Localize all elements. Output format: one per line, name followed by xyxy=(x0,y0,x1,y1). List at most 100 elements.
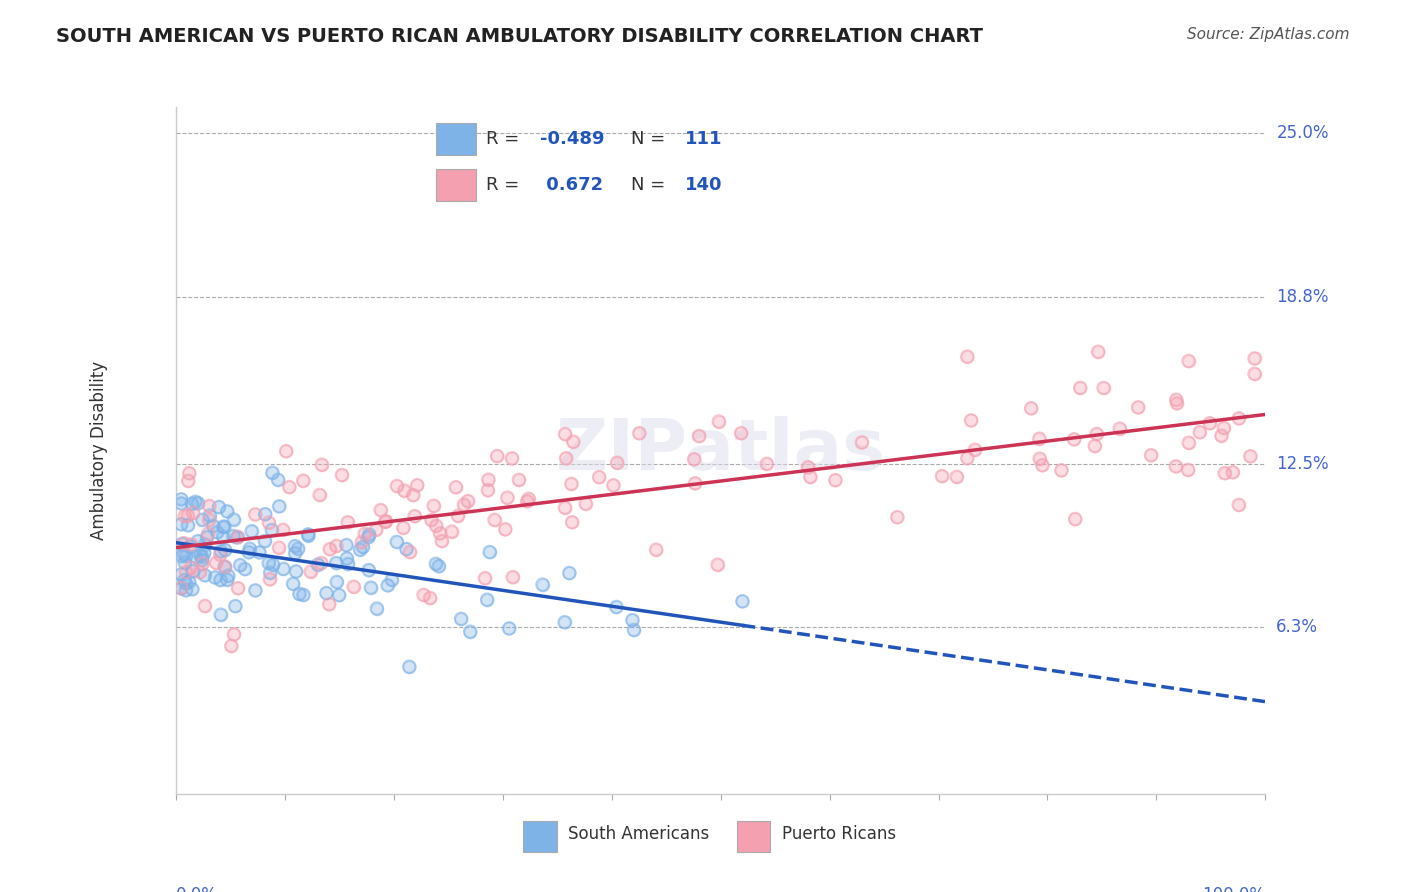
Point xyxy=(508,473,530,487)
Point xyxy=(478,545,501,559)
Point xyxy=(194,538,217,552)
Point xyxy=(447,508,470,523)
Point xyxy=(181,564,204,578)
Point xyxy=(352,540,374,554)
Point xyxy=(474,571,496,585)
Point xyxy=(1108,421,1130,435)
Point xyxy=(1243,367,1265,381)
Point xyxy=(181,506,204,520)
Point xyxy=(307,558,329,572)
Point xyxy=(318,542,340,557)
Point xyxy=(233,562,256,576)
Point xyxy=(1031,458,1053,472)
Point xyxy=(191,553,214,567)
Point xyxy=(229,558,252,573)
Point xyxy=(170,581,193,595)
Point xyxy=(560,476,582,491)
Point xyxy=(404,509,426,524)
Point xyxy=(173,536,195,550)
Point xyxy=(335,538,357,552)
Point xyxy=(205,525,228,540)
Point xyxy=(328,588,350,602)
Point xyxy=(370,503,392,517)
Point xyxy=(602,478,624,492)
Point xyxy=(284,565,307,579)
Point xyxy=(444,480,467,494)
Point xyxy=(336,557,359,571)
Point xyxy=(1211,428,1233,442)
Point xyxy=(267,541,290,555)
Point xyxy=(398,545,420,559)
Point xyxy=(212,530,235,544)
Point xyxy=(425,557,447,571)
Point xyxy=(177,474,200,488)
Point xyxy=(318,542,340,557)
Point xyxy=(360,581,382,595)
Point xyxy=(257,516,280,530)
Point xyxy=(177,474,200,488)
Point xyxy=(392,521,415,535)
Point xyxy=(1108,421,1130,435)
Point xyxy=(240,524,263,539)
Point xyxy=(623,623,645,637)
Point xyxy=(1177,354,1199,368)
Point xyxy=(398,659,420,673)
Point xyxy=(226,530,249,544)
Point xyxy=(1243,351,1265,366)
Point xyxy=(531,577,554,591)
Point xyxy=(259,572,281,586)
Point xyxy=(187,534,209,549)
Point xyxy=(420,513,443,527)
Text: R =: R = xyxy=(486,177,526,194)
Point xyxy=(516,494,538,508)
Point xyxy=(259,572,281,586)
FancyBboxPatch shape xyxy=(436,169,477,202)
Point xyxy=(217,504,239,518)
Point xyxy=(385,479,408,493)
Point xyxy=(1227,411,1250,425)
Point xyxy=(197,526,219,541)
Point xyxy=(477,483,499,498)
Point xyxy=(1227,498,1250,512)
Point xyxy=(385,534,408,549)
Point xyxy=(180,540,202,554)
Point xyxy=(1177,435,1199,450)
Point xyxy=(274,444,297,458)
Point xyxy=(181,564,204,578)
Point xyxy=(425,557,447,571)
Point xyxy=(281,576,304,591)
Point xyxy=(931,469,953,483)
Point xyxy=(560,476,582,491)
Point xyxy=(330,467,353,482)
Point xyxy=(1069,381,1091,395)
Point xyxy=(217,568,239,582)
Point xyxy=(517,491,540,506)
Point xyxy=(366,523,388,537)
Text: 12.5%: 12.5% xyxy=(1277,455,1329,473)
Point xyxy=(558,566,581,580)
Point xyxy=(486,449,509,463)
Point xyxy=(588,470,610,484)
Point xyxy=(374,515,396,529)
Point xyxy=(353,526,375,541)
Point xyxy=(170,582,193,596)
Point xyxy=(1064,512,1087,526)
Point xyxy=(799,470,821,484)
Point xyxy=(945,470,967,484)
Point xyxy=(292,474,315,488)
Point xyxy=(315,586,337,600)
Point xyxy=(181,582,204,597)
Point xyxy=(392,521,415,535)
Point xyxy=(239,541,262,556)
Point xyxy=(299,565,322,579)
Point xyxy=(429,526,451,541)
Point xyxy=(508,473,530,487)
Point xyxy=(554,500,576,515)
Point xyxy=(202,518,225,533)
Point xyxy=(430,533,453,548)
Point xyxy=(1087,344,1109,359)
Point xyxy=(198,499,221,513)
Point xyxy=(1087,344,1109,359)
Point xyxy=(222,529,245,543)
Point xyxy=(1213,466,1236,480)
